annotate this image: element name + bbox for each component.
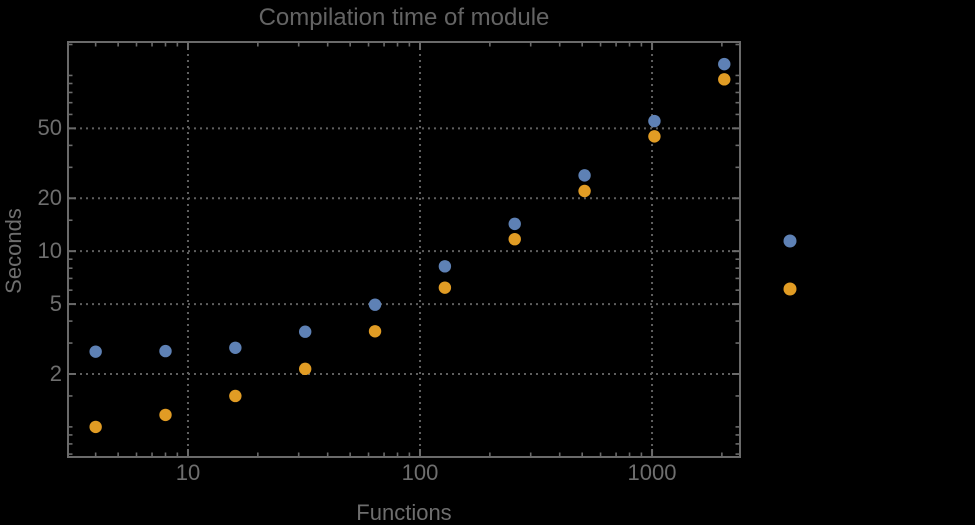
legend-marker-series-2: [783, 282, 797, 296]
data-point-series-2: [298, 362, 312, 376]
legend-marker-series-1: [783, 234, 797, 248]
chart-title: Compilation time of module: [258, 4, 550, 31]
data-point-series-2: [159, 408, 172, 422]
x-tick-label: 10: [175, 460, 201, 485]
data-point-series-1: [648, 114, 661, 128]
x-tick-label: 1000: [627, 460, 677, 485]
data-point-series-1: [298, 325, 312, 338]
data-point-series-2: [508, 232, 521, 246]
data-point-series-2: [368, 325, 382, 338]
y-tick-label: 2: [49, 360, 62, 386]
data-point-series-1: [718, 57, 731, 71]
data-point-series-1: [89, 345, 102, 358]
y-tick-label: 10: [37, 238, 62, 264]
y-tick-label: 20: [37, 185, 62, 211]
data-point-series-1: [229, 341, 242, 354]
data-point-series-2: [578, 184, 591, 198]
data-point-series-2: [718, 73, 731, 86]
data-point-series-2: [648, 130, 661, 143]
y-tick-label: 50: [37, 115, 62, 141]
x-tick-label: 100: [401, 460, 439, 485]
data-point-series-1: [438, 260, 452, 273]
data-point-series-1: [508, 217, 521, 231]
data-point-series-1: [578, 169, 591, 182]
data-point-series-1: [368, 298, 382, 311]
data-point-series-2: [89, 420, 102, 434]
plot-frame: [67, 41, 741, 458]
data-point-series-2: [229, 389, 242, 403]
data-point-series-2: [438, 281, 452, 294]
data-point-series-1: [159, 344, 172, 358]
x-axis-label: Functions: [356, 500, 452, 525]
y-tick-label: 5: [49, 291, 62, 317]
